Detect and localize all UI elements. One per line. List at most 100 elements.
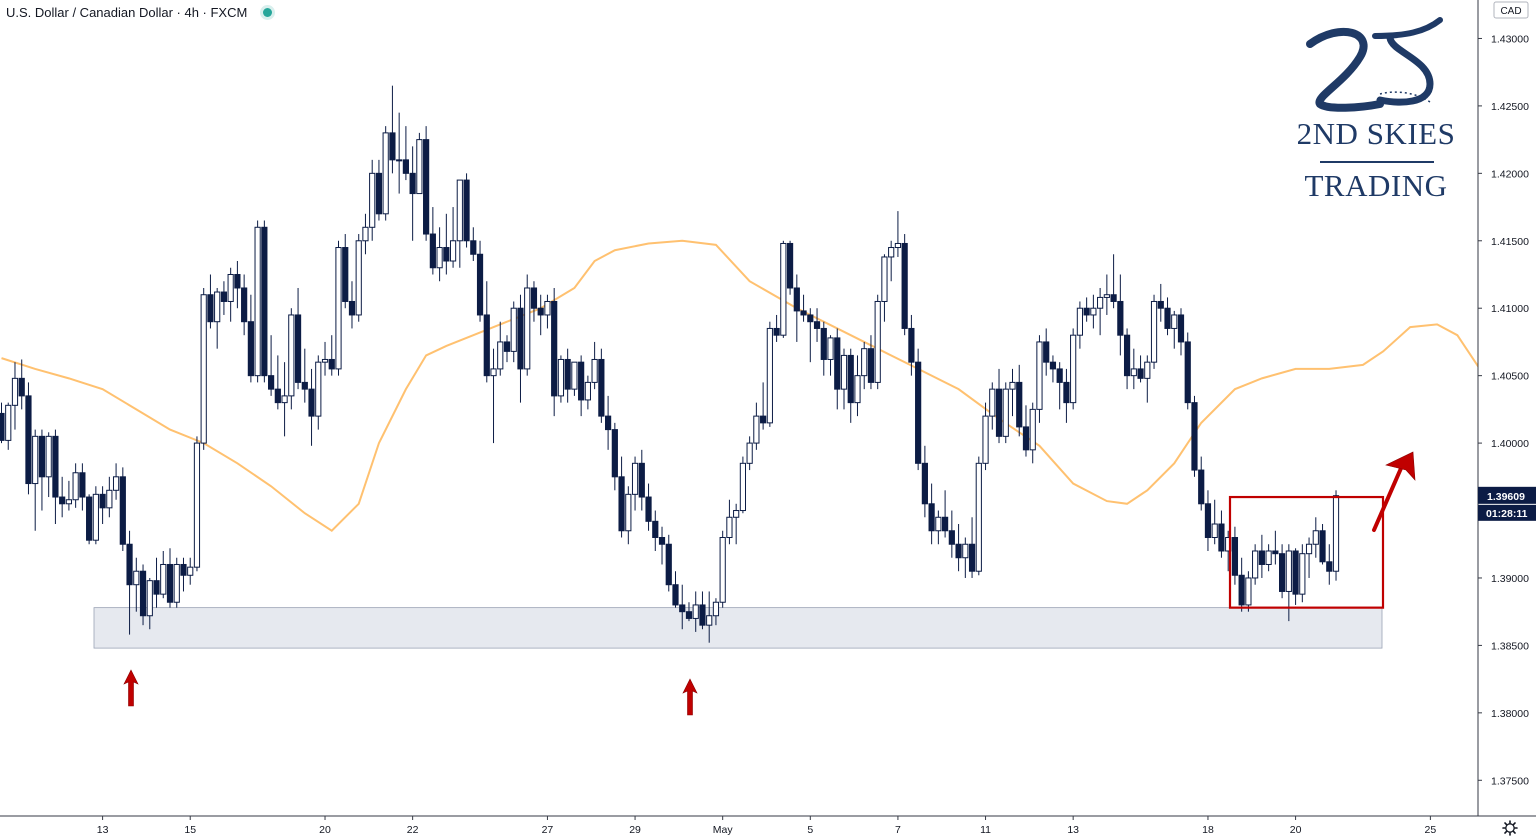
y-tick-label: 1.38000 xyxy=(1491,708,1529,720)
bull-candle xyxy=(733,510,740,518)
bear-candle xyxy=(915,361,922,464)
bear-candle xyxy=(126,543,133,586)
x-tick-label: 29 xyxy=(629,824,641,836)
bear-candle xyxy=(605,415,612,431)
bear-candle xyxy=(955,543,962,559)
bull-candle xyxy=(1009,381,1016,390)
bear-candle xyxy=(1184,341,1191,404)
bear-candle xyxy=(760,415,767,424)
bull-candle xyxy=(510,307,517,352)
x-tick-label: 5 xyxy=(807,824,813,836)
bear-candle xyxy=(995,388,1003,437)
bear-candle xyxy=(470,240,477,255)
gear-icon[interactable] xyxy=(1502,820,1518,836)
bear-candle xyxy=(1292,550,1299,595)
red-arrow-icon xyxy=(123,669,139,707)
bear-candle xyxy=(1279,553,1286,592)
bear-candle xyxy=(598,358,605,417)
bull-candle xyxy=(396,159,403,162)
candles-group xyxy=(0,85,1340,643)
bear-candle xyxy=(564,358,571,390)
bear-candle xyxy=(483,314,490,377)
bear-candle xyxy=(119,476,126,545)
bull-candle xyxy=(746,442,753,464)
support-zone xyxy=(93,607,1383,649)
bull-candle xyxy=(1070,334,1077,404)
bull-candle xyxy=(449,240,457,262)
bull-candle xyxy=(888,247,895,258)
bull-candle xyxy=(1144,361,1151,379)
bull-candle xyxy=(315,361,322,417)
bull-candle xyxy=(780,242,787,336)
bear-candle xyxy=(618,476,625,532)
bear-candle xyxy=(908,327,915,363)
bull-candle xyxy=(32,435,39,485)
bear-candle xyxy=(672,584,679,606)
bear-candle xyxy=(1258,550,1265,565)
last-price-tag xyxy=(1478,486,1536,504)
bear-candle xyxy=(1056,368,1063,383)
bear-candle xyxy=(153,580,160,595)
bull-candle xyxy=(840,354,848,390)
bear-candle xyxy=(530,287,538,309)
bull-candle xyxy=(456,179,463,242)
bull-candle xyxy=(72,472,79,501)
bull-candle xyxy=(719,537,726,603)
y-tick-label: 1.40500 xyxy=(1491,371,1529,383)
bear-candle xyxy=(1177,314,1185,343)
x-tick-label: 7 xyxy=(895,824,901,836)
bear-candle xyxy=(268,375,275,390)
bear-candle xyxy=(79,472,86,498)
moving-average-line xyxy=(1,239,1536,533)
bull-candle xyxy=(5,404,12,441)
bull-candle xyxy=(490,368,497,377)
bear-candle xyxy=(968,543,976,572)
bull-candle xyxy=(739,462,746,512)
bear-candle xyxy=(261,226,268,377)
last-price-label: 1.39609 xyxy=(1487,491,1525,503)
bear-candle xyxy=(551,300,558,397)
bear-candle xyxy=(813,321,821,329)
chart-header: U.S. Dollar / Canadian Dollar · 4h · FXC… xyxy=(6,3,273,21)
bull-candle xyxy=(1103,294,1110,298)
axis-unit-box xyxy=(1493,1,1529,19)
bear-candle xyxy=(1326,561,1333,572)
bear-candle xyxy=(0,412,5,441)
bear-candle xyxy=(1319,530,1326,563)
bear-candle xyxy=(1123,334,1131,377)
x-tick-label: May xyxy=(713,824,734,836)
bear-candle xyxy=(443,247,450,262)
x-tick-label: 20 xyxy=(319,824,331,836)
bull-candle xyxy=(1097,296,1104,309)
bear-candle xyxy=(86,496,93,541)
bear-candle xyxy=(638,462,645,498)
bear-candle xyxy=(348,300,356,316)
y-tick-label: 1.38500 xyxy=(1491,640,1529,652)
bull-candle xyxy=(692,604,699,619)
red-arrow-icon xyxy=(1385,451,1416,481)
bear-candle xyxy=(1117,300,1124,336)
y-tick-label: 1.37500 xyxy=(1491,775,1529,787)
bear-candle xyxy=(611,429,618,478)
bear-candle xyxy=(658,537,666,545)
bull-candle xyxy=(193,442,201,568)
bull-candle xyxy=(187,566,194,576)
bear-candle xyxy=(807,314,814,323)
bull-candle xyxy=(133,570,140,586)
bear-candle xyxy=(294,314,302,383)
bull-candle xyxy=(881,256,888,302)
bull-candle xyxy=(894,242,902,249)
logo-text-line2: TRADING xyxy=(1304,168,1448,203)
bear-candle xyxy=(665,543,672,586)
bear-candle xyxy=(429,233,436,269)
bull-candle xyxy=(355,240,362,316)
bear-candle xyxy=(1137,368,1144,379)
symbol-title[interactable]: U.S. Dollar / Canadian Dollar · 4h · FXC… xyxy=(6,4,248,20)
bear-candle xyxy=(59,496,66,505)
bull-candle xyxy=(827,337,834,360)
bear-candle xyxy=(1164,307,1171,329)
y-tick-label: 1.41500 xyxy=(1491,236,1529,248)
bull-candle xyxy=(557,358,565,397)
